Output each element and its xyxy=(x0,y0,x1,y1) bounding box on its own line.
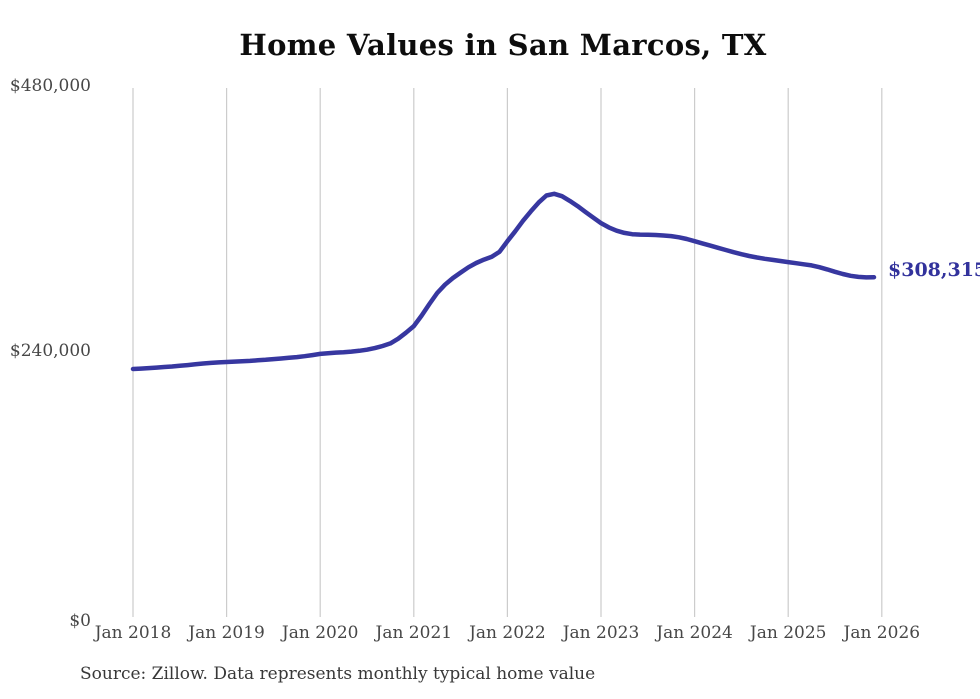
x-tick-label: Jan 2026 xyxy=(843,623,921,643)
x-tick-label: Jan 2018 xyxy=(94,623,172,643)
x-tick-label: Jan 2023 xyxy=(562,623,640,643)
y-tick-label: $240,000 xyxy=(9,340,91,361)
y-tick-label: $0 xyxy=(69,611,91,631)
x-tick-label: Jan 2019 xyxy=(188,623,265,643)
x-tick-label: Jan 2021 xyxy=(375,623,453,643)
current-value-label: $308,315 xyxy=(888,259,980,282)
chart-title: Home Values in San Marcos, TX xyxy=(239,28,767,62)
home-value-line xyxy=(130,191,877,372)
y-tick-label: $480,000 xyxy=(9,76,91,96)
x-tick-label: Jan 2020 xyxy=(281,623,359,643)
x-tick-label: Jan 2022 xyxy=(469,623,546,643)
x-tick-label: Jan 2025 xyxy=(749,623,827,643)
x-tick-label: Jan 2024 xyxy=(656,623,733,643)
source-note: Source: Zillow. Data represents monthly … xyxy=(80,664,596,684)
